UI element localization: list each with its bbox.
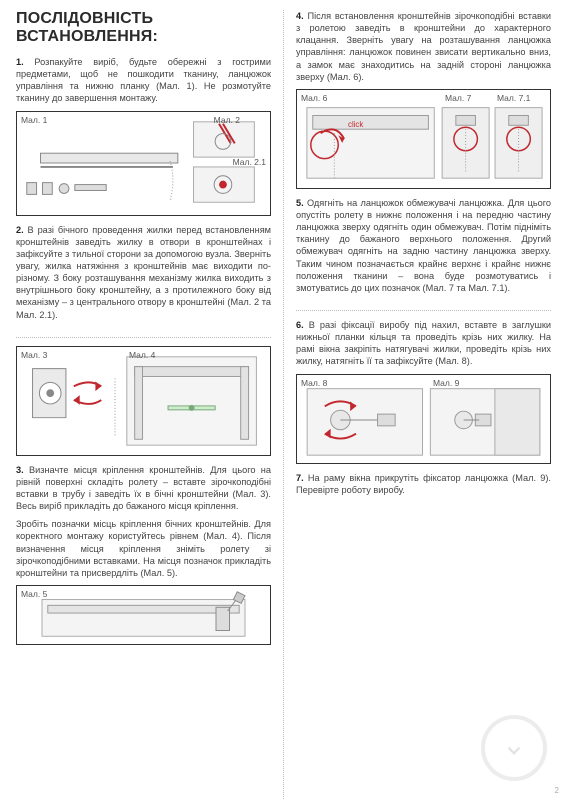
illustration-5: [17, 586, 270, 644]
figure-6-7: click Мал. 6 Мал. 7 Мал. 7.1: [296, 89, 551, 189]
fig-label-9: Мал. 9: [433, 378, 459, 388]
fig-label-5: Мал. 5: [21, 589, 47, 599]
step-3-number: 3.: [16, 465, 24, 475]
figure-3-4: Мал. 3 Мал. 4: [16, 346, 271, 456]
step-6-number: 6.: [296, 320, 304, 330]
step-5-text: Одягніть на ланцюжок обмежувачі ланцюжка…: [296, 198, 551, 293]
separator-right: [296, 310, 551, 311]
click-label: click: [348, 120, 363, 129]
figure-1-2: Мал. 1 Мал. 2 Мал. 2.1: [16, 111, 271, 216]
paragraph-4: 4. Після встановлення кронштейнів зірочк…: [296, 10, 551, 83]
fig-label-2-1: Мал. 2.1: [233, 157, 266, 167]
step-4-number: 4.: [296, 11, 304, 21]
page-title: ПОСЛІДОВНІСТЬ ВСТАНОВЛЕННЯ:: [16, 10, 271, 46]
figure-8-9: Мал. 8 Мал. 9: [296, 374, 551, 464]
step-7-text: На раму вікна прикрутіть фіксатор ланцюж…: [296, 473, 551, 495]
fig-label-4: Мал. 4: [129, 350, 155, 360]
paragraph-6: 6. В разі фіксації виробу під нахил, вст…: [296, 319, 551, 368]
fig-label-7: Мал. 7: [445, 93, 471, 103]
figure-5: Мал. 5: [16, 585, 271, 645]
fig-label-3: Мал. 3: [21, 350, 47, 360]
separator-left: [16, 337, 271, 338]
paragraph-5: 5. Одягніть на ланцюжок обмежувачі ланцю…: [296, 197, 551, 294]
step-1-text: Розпакуйте виріб, будьте обережні з гост…: [16, 57, 271, 103]
paragraph-3a: 3. Визначте місця кріплення кронштейнів.…: [16, 464, 271, 513]
fig-label-1: Мал. 1: [21, 115, 47, 125]
paragraph-3b: Зробіть позначки місць кріплення бічних …: [16, 518, 271, 579]
illustration-3-4: [17, 347, 270, 455]
left-column: ПОСЛІДОВНІСТЬ ВСТАНОВЛЕННЯ: 1. Розпакуйт…: [16, 10, 284, 799]
paragraph-7: 7. На раму вікна прикрутіть фіксатор лан…: [296, 472, 551, 496]
illustration-6-7: click: [297, 90, 550, 188]
paragraph-1: 1. Розпакуйте виріб, будьте обережні з г…: [16, 56, 271, 105]
right-column: 4. Після встановлення кронштейнів зірочк…: [284, 10, 551, 799]
watermark-icon: [481, 715, 547, 781]
page-number: 2: [555, 786, 559, 795]
fig-label-8: Мал. 8: [301, 378, 327, 388]
step-1-number: 1.: [16, 57, 24, 67]
step-7-number: 7.: [296, 473, 304, 483]
step-3a-text: Визначте місця кріплення кронштейнів. Дл…: [16, 465, 271, 511]
step-5-number: 5.: [296, 198, 304, 208]
step-2-text: В разі бічного проведення жилки перед вс…: [16, 225, 271, 320]
fig-label-6: Мал. 6: [301, 93, 327, 103]
illustration-8-9: [297, 375, 550, 463]
fig-label-7-1: Мал. 7.1: [497, 93, 530, 103]
fig-label-2: Мал. 2: [214, 115, 240, 125]
step-2-number: 2.: [16, 225, 24, 235]
step-4-text: Після встановлення кронштейнів зірочкопо…: [296, 11, 551, 82]
step-6-text: В разі фіксації виробу під нахил, вставт…: [296, 320, 551, 366]
paragraph-2: 2. В разі бічного проведення жилки перед…: [16, 224, 271, 321]
